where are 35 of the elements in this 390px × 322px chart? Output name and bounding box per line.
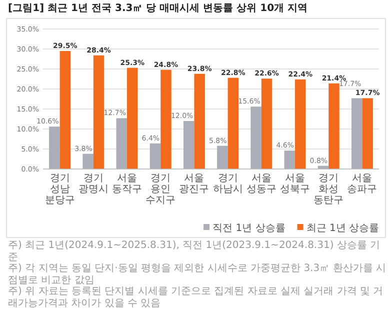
bar: [250, 106, 262, 169]
bar: [328, 83, 340, 169]
bar: [295, 79, 306, 169]
bar: [82, 154, 94, 169]
x-tick-label: 서울 동작구: [112, 173, 142, 195]
legend-label: 최근 1년 상승률: [306, 223, 379, 234]
bar: [217, 146, 228, 169]
bar: [351, 98, 362, 169]
bar: [228, 78, 239, 169]
bar: [160, 70, 172, 169]
x-tick-label: 경기 하남시: [212, 173, 243, 195]
text: 주) 위 자료는 등록된 단지별 시세를 기준으로 집계된 자료로 실제 실거래 가격 및 거래가능가격과 차이가 있을 수 있음: [8, 286, 384, 309]
bar: [116, 118, 127, 169]
x-tick-label: 경기 화성 동탄구: [314, 173, 344, 206]
x-tick-label: 서울 성동구: [246, 173, 276, 195]
bar: [93, 55, 104, 169]
x-tick-label: 경기 광명시: [78, 173, 108, 195]
bar: [150, 143, 161, 169]
text: 주) 각 지역는 동일 단지·동일 평형을 제외한 시세수로 가중평균한 3.3㎡ 환산가를 시점별로 비교한 값임: [8, 263, 386, 286]
bar: [183, 121, 194, 169]
bar: [284, 150, 295, 169]
bar: [127, 68, 138, 169]
legend-label: 직전 1년 상승률: [212, 223, 286, 234]
x-tick-label: 서울 광진구: [179, 173, 210, 195]
text: 주) 최근 1년(2024.9.1~2025.8.31), 직전 1년(2023.9.1~2024.8.31) 상승률 기준: [8, 240, 382, 263]
bar: [49, 126, 60, 169]
bar: [362, 98, 373, 169]
chart-title: [그림1] 최근 1년 전국 3.3㎡ 당 매매시세 변동률 상위 10개 지역: [8, 3, 309, 15]
x-tick-label: 서울 성북구: [280, 173, 310, 195]
bar: [194, 74, 205, 169]
x-tick-label: 경기 용인 수지구: [146, 173, 176, 206]
x-tick-label: 경기 성남 분당구: [44, 173, 75, 206]
x-tick-label: 서울 송파구: [347, 173, 378, 195]
bar: [60, 51, 71, 169]
bar: [261, 78, 272, 169]
